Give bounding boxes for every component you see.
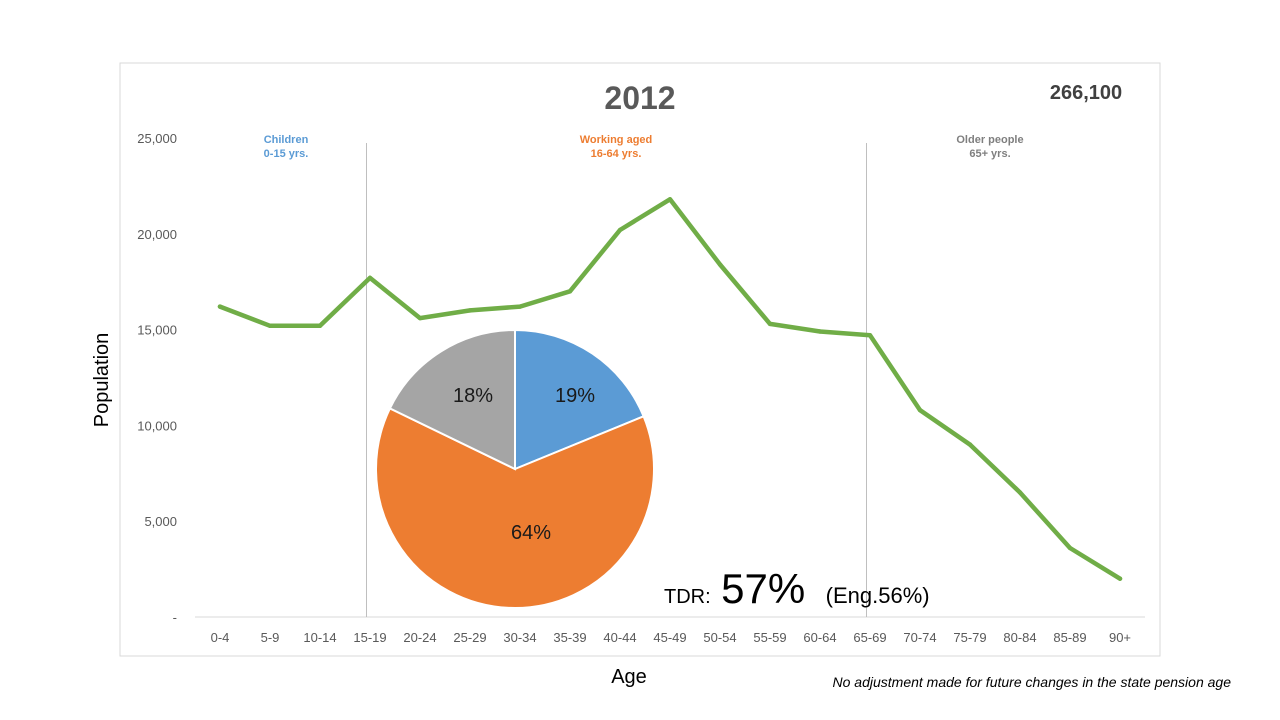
plot-frame bbox=[119, 62, 1161, 657]
x-tick-label: 55-59 bbox=[753, 630, 786, 645]
x-tick-label: 75-79 bbox=[953, 630, 986, 645]
segment-label-range: 16-64 yrs. bbox=[591, 148, 642, 160]
x-tick-label: 10-14 bbox=[303, 630, 336, 645]
segment-label-range: 65+ yrs. bbox=[969, 148, 1010, 160]
x-tick-label: 70-74 bbox=[903, 630, 936, 645]
data-point bbox=[367, 275, 373, 281]
pie-slice-label: 64% bbox=[511, 522, 551, 544]
x-tick-label: 15-19 bbox=[353, 630, 386, 645]
x-tick-label: 65-69 bbox=[853, 630, 886, 645]
x-axis-title: Age bbox=[611, 666, 647, 688]
tdr-prefix: TDR: bbox=[664, 586, 711, 608]
chart-title: 2012 bbox=[604, 80, 675, 116]
segment-label: Older people bbox=[956, 134, 1023, 146]
pie-slice bbox=[375, 407, 655, 609]
data-point bbox=[417, 315, 423, 321]
total-population: 266,100 bbox=[1050, 82, 1122, 104]
x-tick-label: 20-24 bbox=[403, 630, 436, 645]
data-point bbox=[1017, 490, 1023, 495]
y-tick-label: 10,000 bbox=[137, 418, 177, 433]
data-point bbox=[817, 329, 823, 334]
segment-labels: Children 0-15 yrs. Working aged 16-64 yrs. O… bbox=[264, 134, 1024, 160]
tdr-readout: TDR: 57% (Eng.56%) bbox=[664, 565, 930, 612]
data-point bbox=[617, 227, 623, 233]
data-point bbox=[1117, 576, 1123, 581]
y-tick-label: 15,000 bbox=[137, 323, 177, 338]
pie-slice-label: 18% bbox=[453, 385, 493, 407]
data-point bbox=[217, 304, 223, 309]
segment-label: Children bbox=[264, 134, 309, 146]
tdr-value: 57% bbox=[721, 565, 805, 612]
x-tick-label: 25-29 bbox=[453, 630, 486, 645]
pie-slice bbox=[514, 328, 645, 471]
data-point bbox=[867, 333, 873, 338]
data-point bbox=[1067, 545, 1073, 551]
y-tick-label: 20,000 bbox=[137, 227, 177, 242]
segment-label: Working aged bbox=[580, 134, 653, 146]
x-axis: 0-4 5-9 10-14 15-19 20-24 25-29 30-34 35-39 40-4… bbox=[211, 630, 1131, 645]
x-tick-label: 5-9 bbox=[261, 630, 280, 645]
data-point bbox=[567, 289, 573, 294]
x-tick-label: 45-49 bbox=[653, 630, 686, 645]
footnote: No adjustment made for future changes in… bbox=[833, 674, 1232, 690]
segment-label-range: 0-15 yrs. bbox=[264, 148, 309, 160]
x-tick-label: 60-64 bbox=[803, 630, 836, 645]
x-tick-label: 90+ bbox=[1109, 630, 1131, 645]
pie-chart: 19% 64% 18% bbox=[375, 328, 655, 609]
data-point bbox=[767, 321, 773, 327]
x-tick-label: 0-4 bbox=[211, 630, 230, 645]
x-tick-label: 40-44 bbox=[603, 630, 636, 645]
pie-slice-label: 19% bbox=[555, 385, 595, 407]
segment-dividers bbox=[366, 143, 867, 617]
y-tick-label: 25,000 bbox=[137, 131, 177, 146]
x-tick-label: 80-84 bbox=[1003, 630, 1036, 645]
y-tick-label: - bbox=[173, 610, 177, 625]
data-point bbox=[667, 197, 673, 202]
y-tick-label: 5,000 bbox=[144, 514, 177, 529]
x-tick-label: 85-89 bbox=[1053, 630, 1086, 645]
data-point bbox=[917, 407, 923, 413]
x-tick-label: 50-54 bbox=[703, 630, 736, 645]
data-point bbox=[967, 442, 973, 447]
data-point bbox=[317, 323, 323, 328]
data-point bbox=[717, 262, 723, 267]
y-axis: - 5,000 10,000 15,000 20,000 25,000 bbox=[137, 131, 177, 625]
tdr-england-comparison: (Eng.56%) bbox=[826, 583, 930, 608]
data-point bbox=[267, 323, 273, 328]
data-point bbox=[517, 304, 523, 309]
x-tick-label: 35-39 bbox=[553, 630, 586, 645]
pie-slice bbox=[388, 328, 516, 471]
data-point bbox=[467, 308, 473, 313]
y-axis-title: Population bbox=[91, 333, 113, 428]
series-group bbox=[217, 197, 1123, 581]
x-tick-label: 30-34 bbox=[503, 630, 536, 645]
